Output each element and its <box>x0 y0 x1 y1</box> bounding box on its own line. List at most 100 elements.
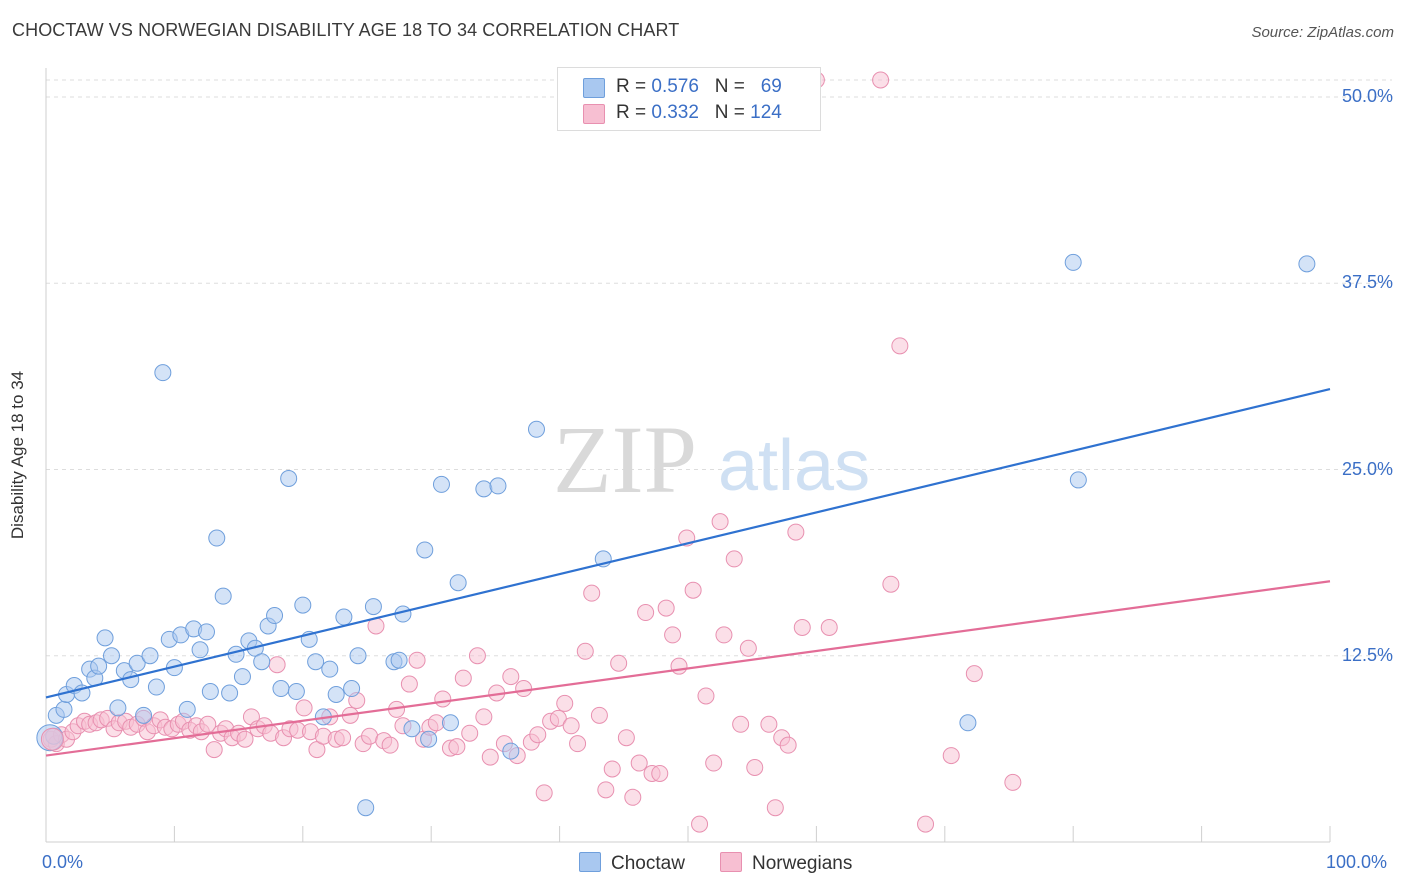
choctaw-point-59 <box>449 574 467 592</box>
norwegians-swatch <box>583 104 605 124</box>
bottom-legend-choctaw[interactable]: Choctaw <box>579 852 685 875</box>
choctaw-point-48 <box>349 647 367 665</box>
n-value-choctaw: 69 <box>760 76 782 97</box>
norwegians-point-52 <box>361 727 379 745</box>
norwegians-point-103 <box>705 754 723 772</box>
r-value-norwegians: 0.332 <box>651 102 699 123</box>
norwegians-point-98 <box>670 657 688 675</box>
choctaw-point-52 <box>390 651 408 669</box>
legend-label-norwegians: Norwegians <box>752 853 853 874</box>
choctaw-point-55 <box>416 541 434 559</box>
norwegians-point-48 <box>334 729 352 747</box>
watermark-atlas: atlas <box>718 426 870 506</box>
r-label: R = <box>616 102 652 123</box>
watermark-zip: ZIP <box>553 406 697 513</box>
norwegians-point-104 <box>711 513 729 531</box>
norwegians-point-90 <box>617 729 635 747</box>
stats-legend: R = 0.576 N = 69 R = 0.332 N = 124 <box>557 67 821 131</box>
choctaw-point-47 <box>343 680 361 698</box>
norwegians-point-38 <box>268 656 286 674</box>
choctaw-point-65 <box>959 714 977 732</box>
norwegians-point-55 <box>381 736 399 754</box>
choctaw-point-17 <box>147 678 165 696</box>
norwegians-point-58 <box>400 675 418 693</box>
norwegians-point-65 <box>448 738 466 756</box>
r-value-choctaw: 0.576 <box>651 76 699 97</box>
norwegians-point-73 <box>502 668 520 686</box>
norwegians-point-115 <box>793 618 811 636</box>
x-tick-label-min: 0.0% <box>42 852 84 872</box>
choctaw-point-42 <box>307 653 325 671</box>
choctaw-trend-line <box>45 387 1331 699</box>
norwegians-point-108 <box>739 639 757 657</box>
norwegians-point-119 <box>917 815 935 833</box>
norwegians-point-95 <box>651 764 669 782</box>
x-tick-label-max: 100.0% <box>1326 852 1388 872</box>
norwegians-point-27 <box>199 715 217 733</box>
norwegians-point-105 <box>715 626 733 644</box>
norwegians-point-63 <box>434 690 452 708</box>
norwegians-trend-line <box>45 580 1331 757</box>
choctaw-point-18 <box>154 364 172 382</box>
norwegians-point-82 <box>562 717 580 735</box>
watermark: ZIP atlas <box>553 406 870 513</box>
norwegians-point-93 <box>637 604 655 622</box>
choctaw-point-16 <box>141 647 159 665</box>
norwegians-point-106 <box>725 550 743 568</box>
norwegians-point-81 <box>556 694 574 712</box>
trend-lines <box>45 387 1331 757</box>
choctaw-point-56 <box>420 730 438 748</box>
norwegians-point-121 <box>965 665 983 683</box>
bottom-legend-norwegians[interactable]: Norwegians <box>720 852 852 875</box>
norwegians-point-42 <box>295 699 313 717</box>
y-axis-label: Disability Age 18 to 34 <box>8 370 27 540</box>
y-tick-label-1: 25.0% <box>1341 458 1393 479</box>
axes <box>45 68 1331 843</box>
legend-label-choctaw: Choctaw <box>611 853 685 874</box>
choctaw-point-22 <box>178 700 196 718</box>
source-note: Source: ZipAtlas.com <box>1251 24 1394 41</box>
norwegians-point-113 <box>779 736 797 754</box>
n-label: N = <box>714 102 751 123</box>
norwegians-point-78 <box>535 784 553 802</box>
norwegians-point-120 <box>942 747 960 765</box>
choctaw-point-66 <box>1064 253 1082 271</box>
norwegians-point-117 <box>882 575 900 593</box>
choctaw-point-24 <box>191 641 209 659</box>
norwegians-point-68 <box>468 647 486 665</box>
n-value-norwegians: 124 <box>750 102 782 123</box>
choctaw-point-44 <box>321 660 339 678</box>
norwegians-point-87 <box>597 781 615 799</box>
choctaw-point-60 <box>475 480 493 498</box>
choctaw-point-31 <box>233 668 251 686</box>
norwegians-point-114 <box>787 523 805 541</box>
choctaw-point-61 <box>489 477 507 495</box>
norwegians-point-88 <box>603 760 621 778</box>
norwegians-point-59 <box>408 651 426 669</box>
norwegians-point-96 <box>657 599 675 617</box>
choctaw-point-54 <box>403 720 421 738</box>
norwegians-point-100 <box>684 581 702 599</box>
norwegians-point-110 <box>760 715 778 733</box>
choctaw-point-36 <box>266 607 284 625</box>
norwegians-point-91 <box>624 788 642 806</box>
norwegians-point-33 <box>236 730 254 748</box>
choctaw-point-58 <box>441 714 459 732</box>
choctaw-point-2 <box>55 700 73 718</box>
norwegians-point-102 <box>697 687 715 705</box>
choctaw-point-57 <box>432 475 450 493</box>
r-label: R = <box>616 76 652 97</box>
choctaw-swatch <box>583 78 605 98</box>
norwegians-point-118 <box>891 337 909 355</box>
norwegians-point-80 <box>549 709 567 727</box>
norwegians-point-67 <box>461 724 479 742</box>
choctaw-point-49 <box>357 799 375 817</box>
norwegians-points <box>42 71 1022 833</box>
choctaw-point-28 <box>214 587 232 605</box>
norwegians-point-85 <box>583 584 601 602</box>
norwegians-point-84 <box>576 642 594 660</box>
choctaw-swatch <box>579 852 601 872</box>
norwegians-point-107 <box>732 715 750 733</box>
choctaw-point-9 <box>96 629 114 647</box>
